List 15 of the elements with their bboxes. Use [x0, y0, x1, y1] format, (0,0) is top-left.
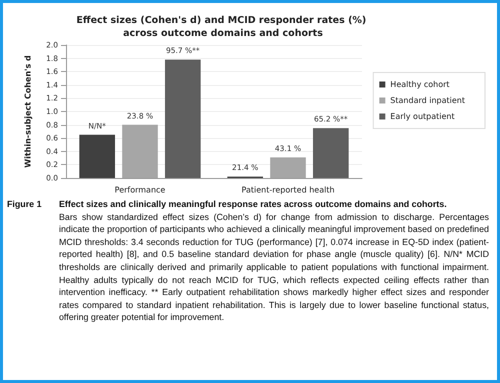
caption: Figure 1 — [7, 198, 43, 211]
bar — [79, 134, 116, 178]
chart-title: Effect sizes (Cohen's d) and MCID responder rates (%) across outcome domains and cohorts — [76, 15, 370, 39]
text: Effect sizes and clinically meaningful response rates across outcome domains and cohorts. — [59, 198, 448, 211]
text: Bars show standardized effect sizes (Cohen’s d) for change from admission to discharge. Percentages indicate the proportion of participants who achieved a clinically meaningful improvement based on predefined MCID thresholds: 3.4 seconds reduction for TUG (performance) [7], 0.074 increase in EQ-5D index (patient-reported health) [8], and 0.5 baseline standard deviation for phase angle (muscle quality) [6]. N/N* MCID thresholds are clinically derived and primarily applicable to patient populations with functional impairment. Healthy adults typically do not reach MCID for TUG, which reflects expected ceiling effects rather than intervention inefficacy. ** Early outpatient rehabilitation shows markedly higher effect sizes and responder rates compared to standard inpatient rehabilitation. This is largely due to lower baseline functional status, offering greater potential for improvement. — [59, 212, 489, 322]
legend-label: Early outpatient — [390, 112, 455, 121]
bar — [164, 60, 201, 178]
bar — [312, 128, 349, 178]
x-tick-label: Performance — [114, 186, 166, 194]
y-axis-title: Within-subject Cohen's d — [24, 55, 32, 168]
legend-label: Standard inpatient — [390, 96, 466, 105]
bar — [270, 157, 306, 178]
x-tick-label: Patient-reported health — [241, 186, 335, 194]
legend-label: Healthy cohort — [390, 80, 450, 89]
bar — [122, 124, 158, 178]
